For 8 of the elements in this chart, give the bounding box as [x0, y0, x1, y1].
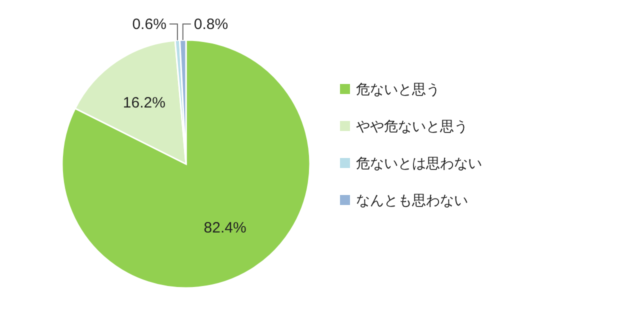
- data-label: 0.6%: [132, 16, 166, 33]
- legend-label: 危ないとは思わない: [356, 155, 482, 171]
- data-label: 82.4%: [204, 219, 246, 236]
- data-label: 0.8%: [194, 16, 228, 33]
- legend-label: 危ないと思う: [356, 81, 440, 97]
- data-label: 16.2%: [122, 94, 166, 112]
- legend-label: なんとも思わない: [356, 192, 468, 208]
- legend-label: やや危ないと思う: [356, 118, 468, 134]
